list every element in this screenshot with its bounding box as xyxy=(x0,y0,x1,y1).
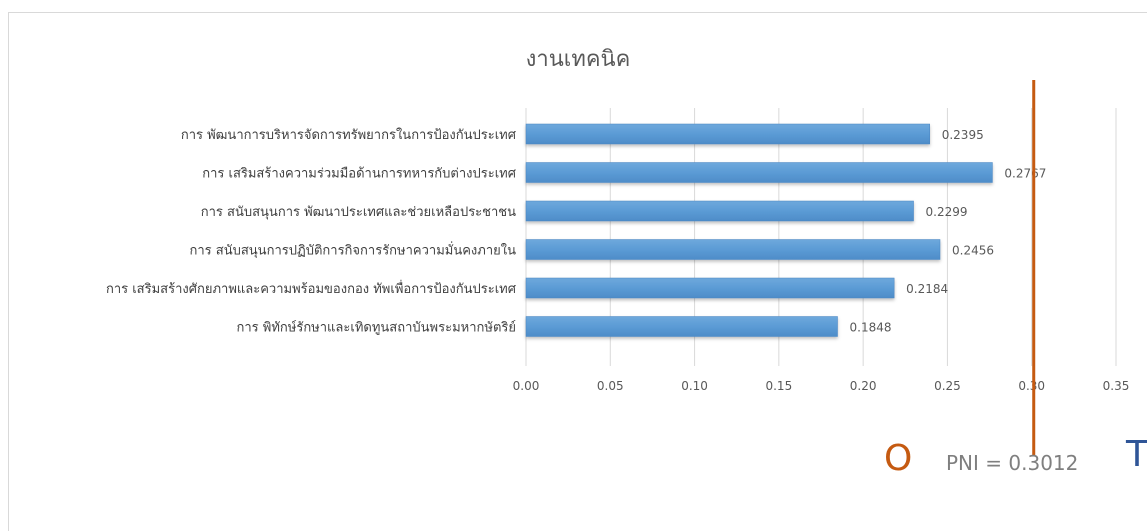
category-labels: การ พัฒนาการบริหารจัดการทรัพยากรในการป้อ… xyxy=(106,127,517,336)
threshold-label: PNI = 0.3012 xyxy=(946,451,1078,475)
data-label: 0.1848 xyxy=(850,321,892,335)
bar xyxy=(525,162,993,183)
data-label: 0.2456 xyxy=(952,244,994,258)
data-label: 0.2184 xyxy=(906,282,948,296)
data-label: 0.2395 xyxy=(942,128,984,142)
x-axis-ticks: 0.00 0.05 0.10 0.15 0.20 0.25 0.30 0.35 xyxy=(513,379,1130,393)
data-label: 0.2767 xyxy=(1004,167,1046,181)
category-label: การ พัฒนาการบริหารจัดการทรัพยากรในการป้อ… xyxy=(181,127,517,143)
x-tick-label: 0.05 xyxy=(597,379,624,393)
category-label: การ สนับสนุนการปฏิบัติการกิจการรักษาความ… xyxy=(190,242,517,259)
x-tick-label: 0.20 xyxy=(850,379,877,393)
chart-title: งานเทคนิค xyxy=(526,47,631,72)
x-tick-label: 0.35 xyxy=(1103,379,1130,393)
threshold-marker-o: O xyxy=(884,438,912,479)
category-label: การ พิทักษ์รักษาและเทิดทูนสถาบันพระมหากษ… xyxy=(236,320,516,336)
data-label: 0.2299 xyxy=(926,205,968,219)
x-tick-label: 0.25 xyxy=(934,379,961,393)
bar xyxy=(525,277,895,299)
category-label: การ เสริมสร้างความร่วมมือด้านการทหารกับต… xyxy=(202,166,517,182)
x-tick-label: 0.30 xyxy=(1018,379,1045,393)
chart-frame xyxy=(8,12,1147,531)
bars xyxy=(525,123,993,337)
bar xyxy=(525,200,914,222)
bar xyxy=(525,316,838,337)
bar xyxy=(525,239,941,260)
x-tick-label: 0.15 xyxy=(765,379,792,393)
data-labels: 0.2395 0.2767 0.2299 0.2456 0.2184 0.1848 xyxy=(850,128,1047,335)
bar xyxy=(525,123,930,145)
x-tick-label: 0.10 xyxy=(681,379,708,393)
x-tick-label: 0.00 xyxy=(513,379,540,393)
category-label: การ สนับสนุนการ พัฒนาประเทศและช่วยเหลือป… xyxy=(201,204,516,220)
category-label: การ เสริมสร้างศักยภาพและความพร้อมของกอง … xyxy=(106,280,517,297)
threshold-marker-t: T xyxy=(1125,434,1147,475)
threshold-group: O PNI = 0.3012 T xyxy=(884,80,1147,479)
